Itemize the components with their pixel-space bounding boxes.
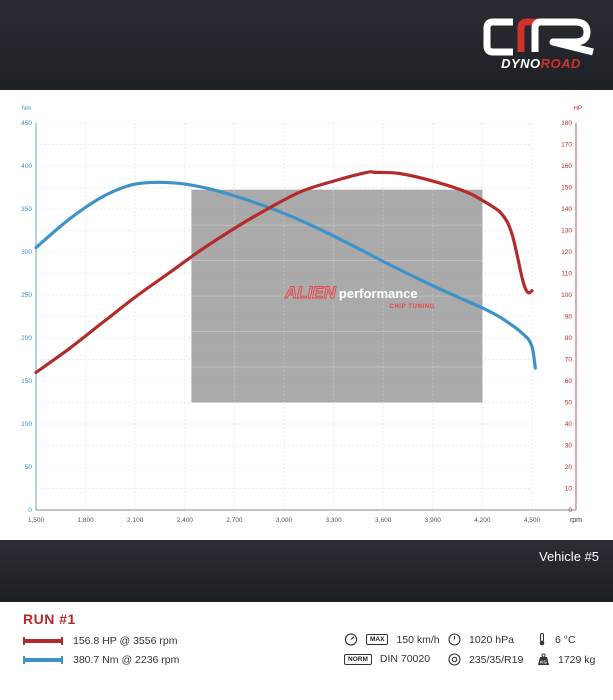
axes: Nm HP rpm 0 50 100 150 200 250 300 350 400 450 0 10 20 3… bbox=[21, 106, 582, 524]
power-curve bbox=[34, 170, 534, 374]
left-tick-label: 250 bbox=[21, 292, 32, 299]
watermark: ALIEN performance CHIP TUNING bbox=[191, 189, 483, 403]
power-legend: 156.8 HP @ 3556 rpm bbox=[23, 635, 177, 647]
tire-value: 235/35/R19 bbox=[469, 653, 524, 666]
right-tick-label: 90 bbox=[565, 314, 573, 321]
max-speed-value: 150 km/h bbox=[396, 633, 440, 646]
wordmark-part1: DYNO bbox=[501, 56, 541, 71]
torque-summary: 380.7 Nm @ 2236 rpm bbox=[73, 654, 180, 666]
right-tick-label: 40 bbox=[565, 421, 573, 428]
pressure-value: 1020 hPa bbox=[469, 633, 514, 646]
wordmark-part2: ROAD bbox=[540, 56, 581, 71]
right-tick-label: 20 bbox=[565, 464, 573, 471]
dyno-chart: ALIEN performance CHIP TUNING Nm HP rpm 0 50 10… bbox=[21, 106, 582, 524]
watermark-tagline: CHIP TUNING bbox=[389, 304, 435, 310]
weight-icon: KG bbox=[538, 653, 549, 665]
x-tick-label: 2,100 bbox=[127, 517, 144, 524]
tire-icon bbox=[448, 653, 461, 666]
norm-value: DIN 70020 bbox=[379, 653, 431, 665]
x-tick-label: 4,500 bbox=[524, 517, 541, 524]
x-tick-label: 3,000 bbox=[276, 517, 293, 524]
dynoroad-logo bbox=[483, 18, 594, 56]
left-tick-label: 0 bbox=[28, 507, 32, 514]
left-tick-label: 200 bbox=[21, 335, 32, 342]
right-tick-label: 30 bbox=[565, 443, 573, 450]
right-tick-label: 0 bbox=[568, 507, 572, 514]
x-tick-label: 3,900 bbox=[425, 517, 442, 524]
weight-value: 1729 kg bbox=[558, 653, 596, 666]
power-summary: 156.8 HP @ 3556 rpm bbox=[73, 635, 178, 647]
temperature: 6 °C bbox=[537, 633, 576, 646]
max-speed: MAX 150 km/h bbox=[344, 633, 440, 646]
speedometer-icon bbox=[344, 633, 358, 646]
weight: KG 1729 kg bbox=[537, 653, 595, 666]
pressure-gauge-icon bbox=[448, 633, 461, 646]
norm-badge: NORM bbox=[344, 653, 372, 665]
right-tick-label: 60 bbox=[565, 378, 573, 385]
run-summary: RUN #1 156.8 HP @ 3556 rpm 380.7 Nm @ 22… bbox=[0, 602, 613, 700]
right-tick-label: 160 bbox=[561, 163, 572, 170]
right-tick-label: 150 bbox=[561, 185, 572, 192]
dynoroad-wordmark: DYNOROAD bbox=[483, 56, 599, 71]
power-legend-swatch bbox=[23, 637, 63, 645]
vehicle-bar: Vehicle #5 bbox=[0, 540, 613, 602]
watermark-brand-part1: ALIEN bbox=[284, 283, 337, 302]
left-tick-label: 100 bbox=[21, 421, 32, 428]
right-tick-label: 80 bbox=[565, 335, 573, 342]
left-tick-label: 350 bbox=[21, 206, 32, 213]
x-tick-label: 4,200 bbox=[474, 517, 491, 524]
right-tick-label: 50 bbox=[565, 400, 573, 407]
x-tick-label: 2,400 bbox=[177, 517, 194, 524]
left-tick-label: 300 bbox=[21, 249, 32, 256]
x-tick-label: 3,300 bbox=[325, 517, 342, 524]
series-lines bbox=[34, 170, 537, 374]
watermark-brand-part2: performance bbox=[339, 286, 418, 301]
left-tick-label: 400 bbox=[21, 163, 32, 170]
left-axis-unit: Nm bbox=[22, 106, 31, 112]
pressure: 1020 hPa bbox=[448, 633, 514, 646]
x-tick-label: 1,800 bbox=[77, 517, 94, 524]
thermometer-icon bbox=[539, 633, 545, 646]
right-axis-unit: HP bbox=[574, 106, 582, 112]
right-tick-label: 10 bbox=[565, 486, 573, 493]
torque-legend: 380.7 Nm @ 2236 rpm bbox=[23, 654, 179, 666]
tire: 235/35/R19 bbox=[448, 653, 523, 666]
left-tick-label: 50 bbox=[25, 464, 33, 471]
max-badge: MAX bbox=[366, 634, 389, 645]
right-tick-label: 180 bbox=[561, 120, 572, 127]
torque-curve bbox=[34, 180, 537, 370]
dyno-chart-area: ALIEN performance CHIP TUNING Nm HP rpm 0 50 10… bbox=[0, 90, 613, 540]
right-tick-label: 170 bbox=[561, 142, 572, 149]
run-label: RUN #1 bbox=[23, 611, 76, 627]
x-tick-label: 1,500 bbox=[28, 517, 45, 524]
left-tick-label: 150 bbox=[21, 378, 32, 385]
left-tick-label: 450 bbox=[21, 120, 32, 127]
x-tick-label: 2,700 bbox=[226, 517, 243, 524]
right-tick-label: 110 bbox=[562, 271, 573, 278]
norm: NORM DIN 70020 bbox=[344, 653, 430, 665]
right-tick-label: 100 bbox=[561, 292, 572, 299]
right-tick-label: 130 bbox=[561, 228, 572, 235]
header-bar: DYNOROAD bbox=[0, 0, 613, 90]
right-tick-label: 70 bbox=[565, 357, 573, 364]
x-axis-unit: rpm bbox=[570, 517, 582, 524]
weight-icon-label: KG bbox=[540, 660, 547, 665]
vehicle-name: Vehicle #5 bbox=[539, 549, 599, 564]
x-tick-label: 3,600 bbox=[375, 517, 392, 524]
right-tick-label: 140 bbox=[561, 206, 572, 213]
right-tick-label: 120 bbox=[561, 249, 572, 256]
torque-legend-swatch bbox=[23, 656, 63, 664]
temperature-value: 6 °C bbox=[555, 633, 576, 646]
